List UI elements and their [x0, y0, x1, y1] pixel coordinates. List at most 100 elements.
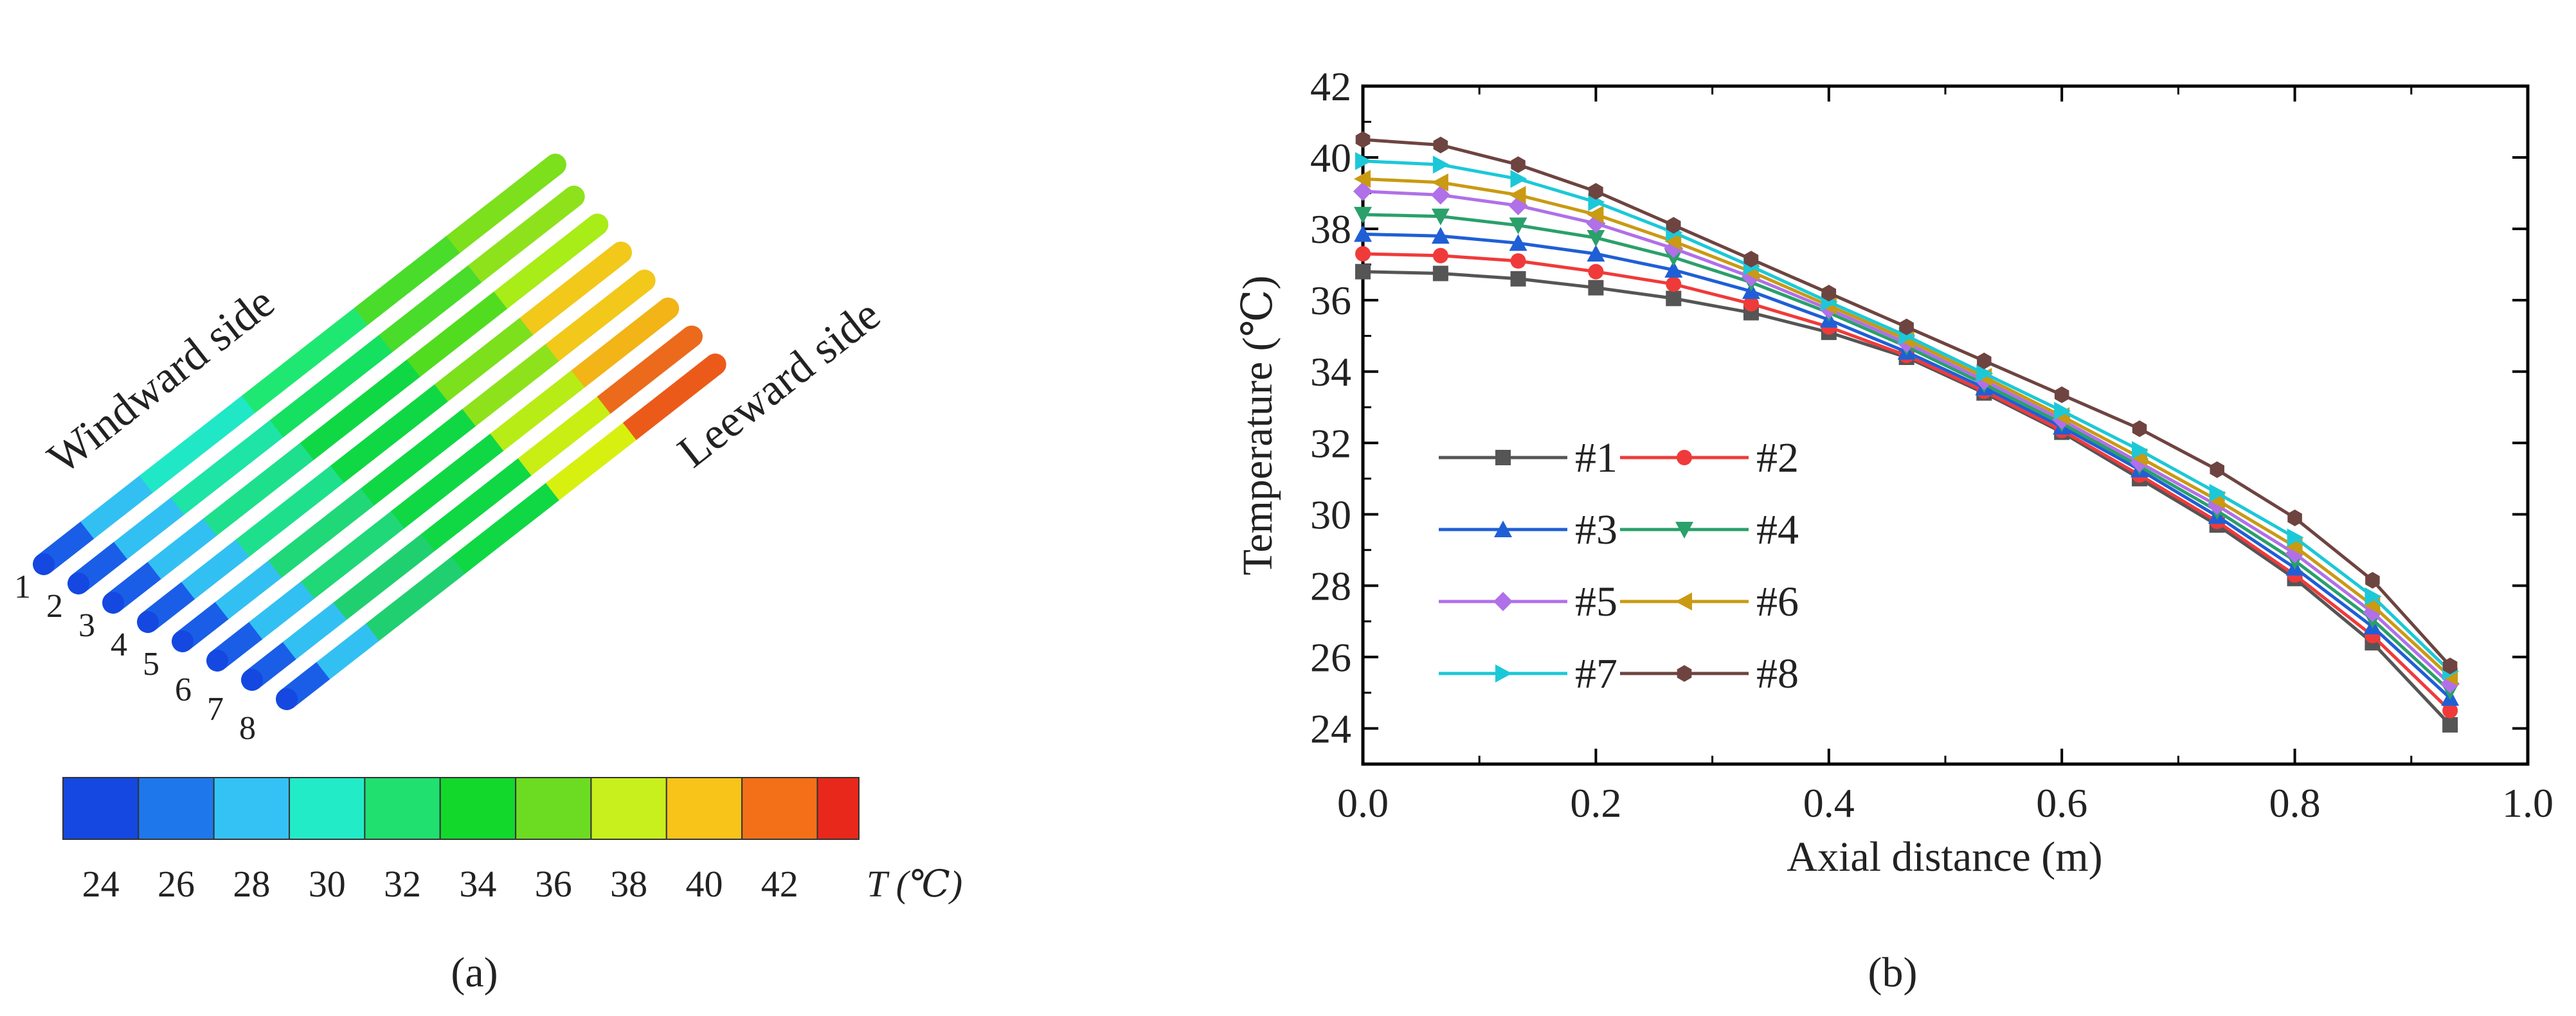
data-point: [1589, 183, 1603, 200]
tube-bundle: [33, 154, 726, 710]
tube-segment: [268, 488, 375, 578]
data-point: [1431, 173, 1448, 192]
y-tick-label: 28: [1310, 563, 1351, 609]
tube-segment: [300, 359, 421, 460]
colorbar-cell: [665, 777, 743, 840]
chart-axes: 0.0 0.2 0.4 0.6 0.8 1.0 24 26 28 30 32 34 36 38 40 42: [1310, 64, 2553, 826]
data-point: [2365, 572, 2380, 589]
tube-segment: [494, 215, 605, 309]
data-point: [1666, 217, 1681, 234]
x-tick-label: 0.2: [1570, 780, 1621, 826]
tube-end-cap: [172, 630, 194, 652]
tube-segment: [235, 465, 345, 557]
data-point: [2132, 420, 2147, 438]
tube-end-cap: [68, 573, 89, 594]
tube-7: [241, 325, 703, 691]
data-point: [2054, 402, 2071, 420]
chart-legend: #1 #2 #3 #4 #5 #6 #7 #8: [1439, 434, 1799, 697]
data-point: [1355, 245, 1371, 262]
tube-segment: [571, 299, 676, 388]
data-point: [2287, 509, 2302, 526]
tube-segment: [406, 291, 508, 377]
data-point: [1587, 229, 1605, 247]
colorbar-tick-label: 28: [233, 863, 270, 905]
y-tick-label: 30: [1310, 492, 1351, 537]
data-point: [1355, 263, 1371, 280]
colorbar-tick-label: 32: [384, 863, 421, 905]
data-point: [2442, 657, 2458, 675]
y-tick-label: 34: [1310, 349, 1351, 395]
data-point: [1510, 271, 1526, 287]
tube-segment: [365, 556, 465, 641]
tube-segment: [203, 442, 314, 536]
legend-item: #4: [1620, 506, 1799, 553]
data-point: [1821, 285, 1837, 302]
tube-segment: [114, 497, 185, 560]
tube-segment: [622, 355, 723, 440]
data-point: [1977, 352, 1992, 370]
legend-label: #5: [1575, 578, 1617, 625]
data-point: [2442, 717, 2458, 733]
x-tick-label: 1.0: [2502, 780, 2553, 826]
tube-segment: [462, 343, 560, 427]
tube-8: [276, 353, 726, 710]
x-tick-label: 0.8: [2269, 780, 2321, 826]
colorbar-cell: [741, 777, 818, 840]
tube-segment: [316, 623, 380, 680]
tube-end-cap: [206, 650, 228, 672]
tube-end-cap: [544, 154, 566, 176]
colorbar-tick-label: 38: [610, 863, 647, 905]
data-point: [1432, 156, 1450, 174]
tube-segment: [490, 370, 586, 451]
panel-b-temperature-chart: 0.0 0.2 0.4 0.6 0.8 1.0 24 26 28 30 32 34 36 38 40 42 #…: [1234, 64, 2553, 996]
data-point: [1664, 232, 1682, 251]
colorbar-cell: [138, 777, 215, 840]
series-3: [1354, 225, 2460, 706]
legend-label: #3: [1575, 506, 1617, 553]
data-point: [1664, 260, 1683, 278]
tube-segment: [139, 395, 256, 494]
panel-a-caption: (a): [451, 949, 498, 996]
data-point: [1743, 296, 1759, 312]
colorbar-cell: [289, 777, 366, 840]
data-point: [1677, 450, 1692, 465]
legend-label: #6: [1756, 578, 1799, 625]
data-point: [1430, 185, 1450, 205]
tube-end-cap: [137, 611, 159, 633]
legend-item: #2: [1620, 434, 1799, 481]
tube-segment: [421, 458, 532, 551]
tube-segment: [468, 187, 581, 283]
legend-label: #8: [1756, 650, 1799, 697]
tube-3: [102, 213, 609, 614]
x-axis-label: Axial distance (m): [1787, 833, 2102, 880]
data-point: [1432, 247, 1448, 263]
tube-segment: [361, 408, 476, 506]
tube-number-label: 1: [14, 569, 31, 605]
data-point: [1431, 208, 1450, 226]
colorbar-tick-label: 36: [535, 863, 572, 905]
data-point: [1494, 521, 1512, 537]
data-point: [1666, 290, 1682, 307]
tube-2: [68, 185, 585, 594]
legend-item: #7: [1439, 650, 1617, 697]
x-tick-label: 0.4: [1803, 780, 1855, 826]
colorbar-cell: [816, 777, 860, 840]
colorbar: [62, 777, 860, 840]
colorbar-tick-labels: 24 26 28 30 32 34 36 38 40 42: [82, 863, 798, 905]
tube-number-label: 3: [78, 607, 95, 644]
data-point: [1495, 664, 1512, 682]
tube-segment: [446, 156, 563, 253]
tube-segment: [451, 483, 560, 575]
tube-segment: [379, 265, 482, 353]
data-point: [2442, 702, 2458, 718]
legend-label: #1: [1575, 434, 1617, 481]
data-point: [2132, 441, 2149, 459]
data-point: [1899, 318, 1914, 335]
tube-segment: [170, 420, 284, 515]
tube-1: [33, 154, 566, 575]
colorbar-cell: [590, 777, 667, 840]
tube-number-label: 4: [111, 627, 127, 663]
data-point: [1677, 665, 1692, 682]
tube-segment: [300, 510, 405, 599]
